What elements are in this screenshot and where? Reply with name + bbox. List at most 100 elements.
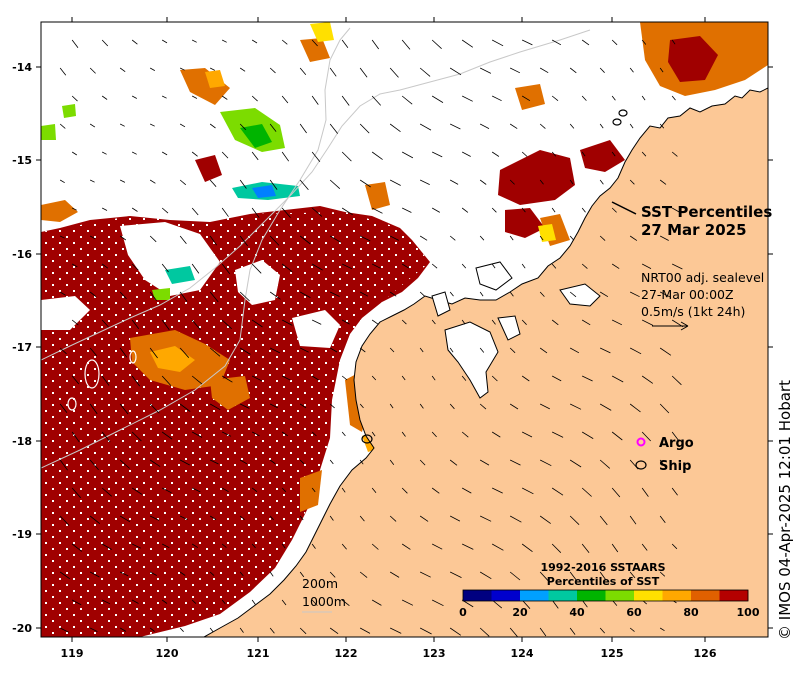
current-vector [629,179,635,185]
current-vector [449,235,456,241]
current-vector [191,487,201,493]
current-vector [191,543,199,548]
current-vector [461,375,467,381]
y-tick-label: -17 [12,341,32,354]
current-vector [389,67,399,78]
current-vector [521,95,531,102]
colorbar-tick-label: 40 [569,606,585,619]
current-vector [281,39,288,45]
current-vector [281,543,286,549]
current-vector [89,627,98,632]
current-vector [641,543,648,551]
current-vector [359,403,364,409]
current-vector [371,263,381,269]
current-vector [431,487,440,494]
current-vector [119,459,130,469]
current-vector [581,263,588,269]
current-vector [419,235,428,241]
current-vector [281,431,289,437]
current-vector [389,291,397,297]
current-vector [371,95,381,106]
current-vector [371,151,383,160]
current-vector [611,207,617,213]
current-vector [521,39,533,46]
current-vector [551,487,564,496]
current-vector [161,319,170,331]
current-vector [419,347,424,353]
current-vector [59,235,65,239]
current-vector [239,459,248,465]
current-vector [569,571,577,581]
current-vector [269,347,281,354]
current-vector [71,95,78,102]
current-vector [569,179,574,185]
no-data-gap-3 [292,310,340,348]
current-vector [59,515,70,526]
current-vector [659,291,671,298]
ship-marker-icon [635,460,647,470]
y-tick-15: -15 [12,154,773,167]
colorbar-cell [520,590,549,601]
current-vector [539,123,546,129]
ship-marker-1 [361,434,373,444]
current-vector [371,375,377,381]
current-vector [119,123,125,127]
current-vector [359,291,369,297]
current-vector [599,291,609,298]
current-vector [401,487,408,494]
current-vector [191,151,198,157]
current-vector [539,571,549,582]
colorbar-frame [462,589,749,602]
current-vector [251,375,262,382]
current-vector [299,123,307,134]
x-tick-126: 126 [694,17,717,660]
seamount-contour-1 [84,359,100,389]
current-vector [131,207,138,212]
current-vector [491,319,496,325]
current-vector [311,95,319,105]
current-vector [431,95,444,103]
current-vector [581,431,594,439]
current-vector [671,263,683,270]
colorbar-cell [491,590,521,601]
current-vector [491,543,504,551]
current-vector [251,599,256,605]
current-vector [341,375,348,381]
colorbar-tick-label: 0 [459,606,467,619]
current-vector [461,319,466,325]
sst-red-patch-north-3 [580,140,625,172]
current-vector [509,347,516,354]
x-tick-120: 120 [156,17,179,660]
current-vector [611,431,623,441]
current-vector [509,459,521,466]
current-vector [551,207,556,213]
current-vector [581,375,593,382]
current-vector [161,151,168,156]
current-vector [281,151,290,162]
current-vector [131,39,138,45]
colorbar-cell [662,590,692,601]
current-vector [659,627,665,632]
current-vector [299,179,309,190]
current-vector [521,263,526,269]
current-vector [131,151,137,155]
current-vector [419,627,432,635]
current-vector [269,515,274,521]
y-tick-label: -16 [12,248,32,261]
current-vector [641,207,649,213]
current-vector [599,459,611,469]
current-vector [461,487,472,494]
colorbar-tick-label: 80 [683,606,699,619]
sst-orange-patch-3 [210,376,250,410]
current-vector [611,543,619,553]
current-vector [209,235,218,246]
current-vector [431,431,437,438]
current-vector [389,403,394,409]
current-vector [551,599,559,609]
current-vector [209,179,217,187]
current-vector [479,235,485,241]
current-vector [461,95,473,102]
current-vector [479,515,492,522]
current-vector [221,487,229,493]
current-vector [311,375,319,381]
